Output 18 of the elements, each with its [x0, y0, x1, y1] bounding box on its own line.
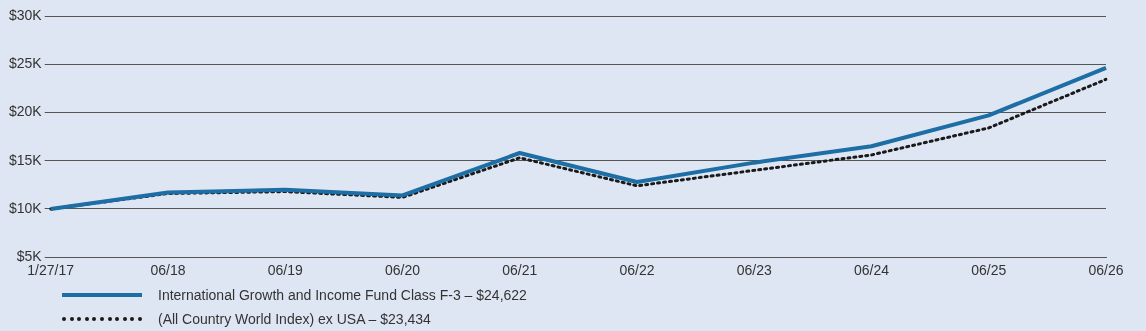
x-tick-label: 06/23 — [736, 262, 772, 279]
y-tick-label: $20K — [8, 103, 43, 120]
x-tick-label: 06/22 — [619, 262, 655, 279]
y-tick-label: $10K — [8, 199, 43, 216]
legend-label: International Growth and Income Fund Class F-3 – $24,622 — [158, 287, 527, 303]
x-tick-label: 06/19 — [267, 262, 303, 279]
x-tick-label: 06/21 — [502, 262, 538, 279]
y-tick-label: $15K — [8, 151, 43, 168]
y-tick-label: $5K — [16, 248, 43, 265]
x-tick-label: 1/27/17 — [27, 262, 75, 279]
x-tick-label: 06/18 — [150, 262, 186, 279]
x-tick-label: 06/20 — [384, 262, 421, 279]
y-tick-label: $25K — [8, 55, 43, 72]
y-tick-label: $30K — [8, 6, 43, 23]
legend-label: (All Country World Index) ex USA – $23,434 — [158, 311, 431, 327]
x-tick-label: 06/24 — [853, 262, 890, 279]
x-tick-label: 06/25 — [971, 262, 1007, 279]
x-tick-label: 06/26 — [1088, 262, 1124, 279]
